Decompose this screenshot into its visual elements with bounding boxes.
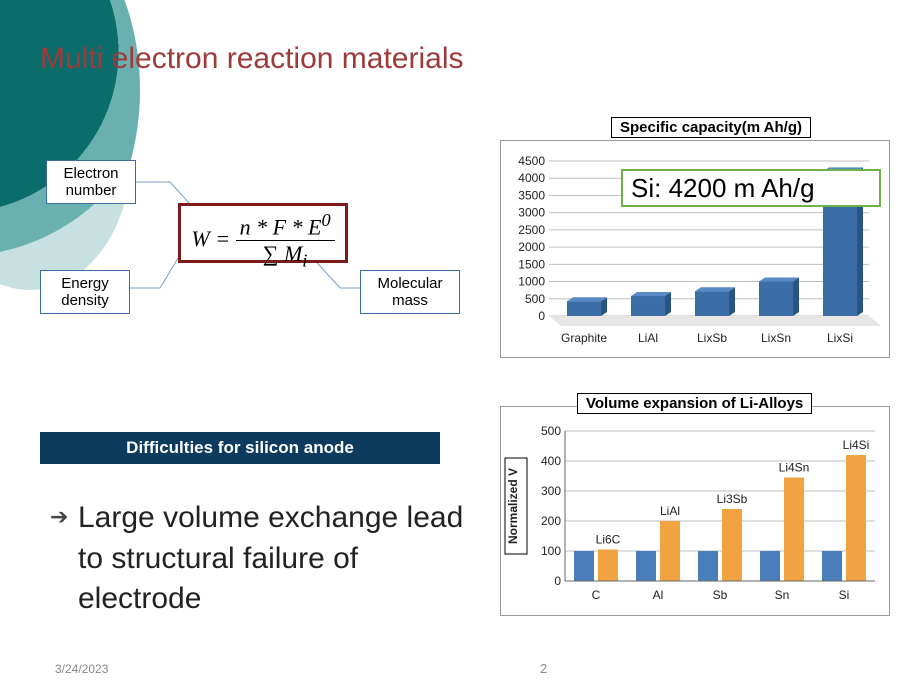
- page-title: Multi electron reaction materials: [40, 42, 464, 76]
- formula-lhs: W: [191, 226, 209, 251]
- svg-text:400: 400: [541, 454, 561, 468]
- svg-text:500: 500: [541, 424, 561, 438]
- footer-page-number: 2: [540, 661, 547, 676]
- svg-text:Al: Al: [653, 588, 664, 602]
- svg-text:Normalized V: Normalized V: [506, 468, 520, 544]
- chart-specific-capacity: Specific capacity(m Ah/g) Si: 4200 m Ah/…: [500, 140, 890, 358]
- formula-den-sub: i: [302, 251, 307, 271]
- svg-text:LiAl: LiAl: [660, 504, 680, 518]
- svg-text:0: 0: [554, 574, 561, 588]
- svg-text:Li3Sb: Li3Sb: [717, 492, 748, 506]
- formula-numerator: n * F * E: [240, 214, 322, 239]
- chart-volume-expansion: Volume expansion of Li-Alloys Normalized…: [500, 406, 890, 616]
- chart2-title: Volume expansion of Li-Alloys: [577, 393, 812, 414]
- bullet-text: Large volume exchange lead to structural…: [78, 498, 478, 620]
- svg-text:2000: 2000: [518, 240, 545, 254]
- svg-text:Si: Si: [839, 588, 850, 602]
- formula-num-sup: 0: [321, 210, 330, 230]
- svg-text:500: 500: [525, 292, 545, 306]
- svg-text:4500: 4500: [518, 154, 545, 168]
- svg-text:Li4Sn: Li4Sn: [779, 461, 810, 475]
- chart2-svg: Normalized V 0 100 200 300 400 500 Li6C C LiAl Al L…: [501, 407, 891, 617]
- svg-text:3500: 3500: [518, 188, 545, 202]
- svg-text:1000: 1000: [518, 275, 545, 289]
- bullet-arrow-icon: ➔: [50, 504, 68, 530]
- svg-text:Graphite: Graphite: [561, 331, 607, 345]
- svg-text:300: 300: [541, 484, 561, 498]
- equals: =: [215, 226, 235, 251]
- svg-text:0: 0: [538, 309, 545, 323]
- svg-text:C: C: [592, 588, 601, 602]
- formula-denominator: ∑ M: [263, 241, 303, 266]
- svg-text:LixSb: LixSb: [697, 331, 727, 345]
- svg-text:Li4Si: Li4Si: [843, 438, 870, 452]
- svg-text:Sb: Sb: [713, 588, 728, 602]
- svg-text:2500: 2500: [518, 223, 545, 237]
- svg-text:Sn: Sn: [775, 588, 790, 602]
- svg-text:3000: 3000: [518, 206, 545, 220]
- svg-text:1500: 1500: [518, 257, 545, 271]
- svg-text:LixSn: LixSn: [761, 331, 791, 345]
- svg-text:Li6C: Li6C: [596, 533, 621, 547]
- footer-date: 3/24/2023: [55, 662, 108, 676]
- svg-text:LixSi: LixSi: [827, 331, 853, 345]
- difficulties-banner: Difficulties for silicon anode: [40, 432, 440, 464]
- svg-text:200: 200: [541, 514, 561, 528]
- chart1-title: Specific capacity(m Ah/g): [611, 117, 811, 138]
- svg-text:LiAl: LiAl: [638, 331, 658, 345]
- svg-text:4000: 4000: [518, 171, 545, 185]
- formula-box: W = n * F * E0 ∑ Mi: [178, 203, 348, 263]
- svg-text:100: 100: [541, 544, 561, 558]
- chart1-annotation: Si: 4200 m Ah/g: [621, 169, 881, 207]
